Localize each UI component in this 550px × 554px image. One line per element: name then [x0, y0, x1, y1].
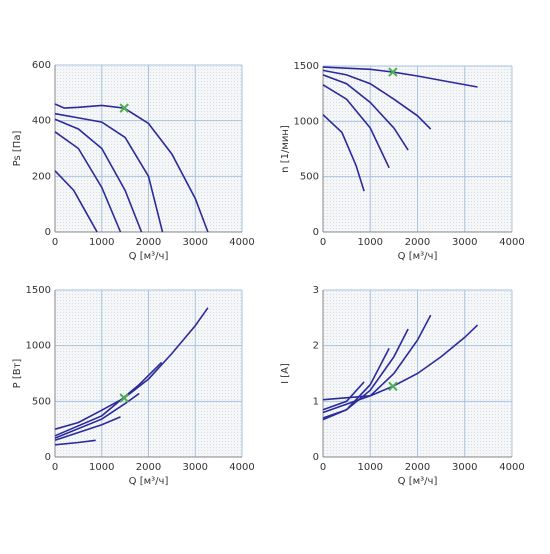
x-tick-label: 2000 — [405, 237, 430, 248]
x-tick-label: 0 — [52, 462, 58, 473]
operating-point — [388, 381, 398, 392]
y-axis-label: n [1/мин] — [280, 125, 291, 173]
y-axis-label: Ps [Па] — [12, 131, 23, 167]
curve — [54, 416, 121, 442]
y-tick-label: 200 — [32, 171, 51, 182]
x-tick-label: 1000 — [89, 237, 114, 248]
y-tick-label: 500 — [32, 396, 51, 407]
x-axis-label: Q [м³/ч] — [129, 251, 169, 262]
y-tick-label: 500 — [300, 172, 319, 183]
x-tick-label: 3000 — [183, 462, 208, 473]
x-tick-label: 2000 — [136, 237, 161, 248]
x-tick-label: 2000 — [405, 462, 430, 473]
x-tick-label: 3000 — [452, 462, 477, 473]
y-tick-label: 3 — [313, 285, 319, 296]
y-tick-label: 600 — [32, 60, 51, 71]
y-axis-label: P [Вт] — [12, 359, 23, 389]
curve — [54, 131, 122, 233]
x-tick-label: 2000 — [136, 462, 161, 473]
x-tick-label: 1000 — [358, 237, 383, 248]
curve — [54, 392, 140, 439]
x-tick-label: 4000 — [229, 237, 254, 248]
x-axis-label: Q [м³/ч] — [398, 476, 438, 487]
curve — [322, 69, 432, 130]
curve — [322, 381, 365, 411]
x-tick-label: 3000 — [183, 237, 208, 248]
curve — [322, 114, 365, 192]
operating-point — [388, 67, 398, 77]
curve — [322, 84, 390, 169]
y-tick-label: 0 — [313, 227, 319, 238]
y-tick-label: 1000 — [294, 116, 319, 127]
y-tick-label: 1500 — [294, 61, 319, 72]
x-tick-label: 3000 — [452, 237, 477, 248]
curve — [54, 118, 143, 233]
y-tick-label: 1500 — [26, 285, 51, 296]
curve — [54, 112, 164, 233]
y-axis-label: I [A] — [280, 363, 291, 384]
curve — [54, 439, 96, 446]
operating-point — [119, 103, 129, 113]
y-tick-label: 1 — [313, 396, 319, 407]
x-tick-label: 4000 — [229, 462, 254, 473]
x-axis-label: Q [м³/ч] — [129, 476, 169, 487]
x-tick-label: 1000 — [89, 462, 114, 473]
curve — [322, 66, 478, 88]
x-tick-label: 4000 — [499, 237, 524, 248]
y-tick-label: 400 — [32, 116, 51, 127]
curve — [322, 348, 390, 421]
x-tick-label: 4000 — [499, 462, 524, 473]
curve — [54, 170, 98, 233]
operating-point — [119, 393, 129, 403]
y-tick-label: 1000 — [26, 341, 51, 352]
x-tick-label: 0 — [320, 237, 326, 248]
x-axis-label: Q [м³/ч] — [398, 251, 438, 262]
curve — [54, 361, 163, 437]
x-tick-label: 1000 — [358, 462, 383, 473]
y-tick-label: 0 — [313, 452, 319, 463]
x-tick-label: 0 — [52, 237, 58, 248]
y-tick-label: 2 — [313, 341, 319, 352]
curve — [54, 307, 209, 430]
x-tick-label: 0 — [320, 462, 326, 473]
y-tick-label: 0 — [45, 452, 51, 463]
curve — [322, 74, 409, 151]
y-tick-label: 0 — [45, 227, 51, 238]
